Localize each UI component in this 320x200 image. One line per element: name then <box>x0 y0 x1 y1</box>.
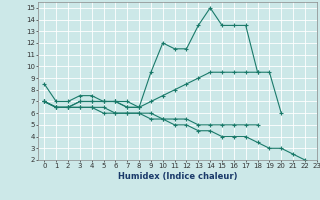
X-axis label: Humidex (Indice chaleur): Humidex (Indice chaleur) <box>118 172 237 181</box>
